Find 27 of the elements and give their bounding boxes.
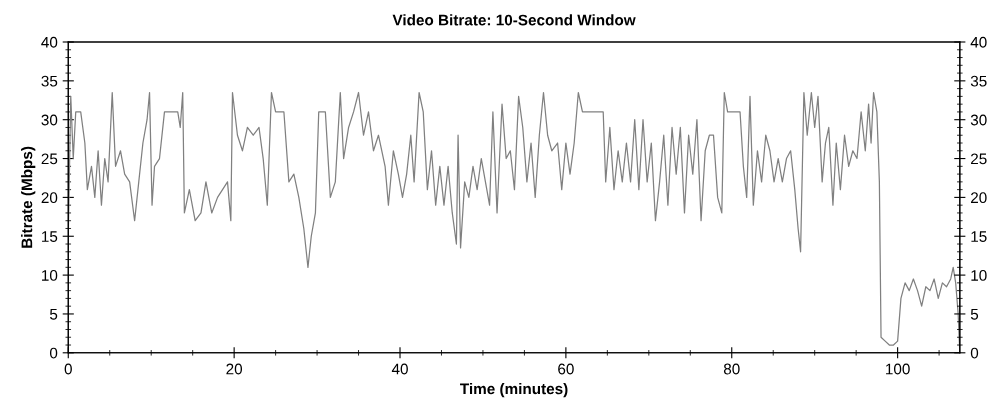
y-tick-label: 5 (49, 308, 58, 320)
y2-tick-label: 40 (970, 36, 987, 48)
y2-tick-label: 5 (970, 308, 979, 320)
y2-tick-label: 35 (970, 75, 987, 87)
y-tick-label: 30 (41, 114, 58, 126)
x-tick-label: 20 (226, 363, 243, 375)
x-tick-label: 100 (886, 363, 910, 375)
y-tick-label: 35 (41, 75, 58, 87)
chart-title: Video Bitrate: 10-Second Window (392, 14, 636, 26)
y-tick-label: 20 (41, 192, 58, 204)
y-tick-label: 10 (42, 269, 58, 281)
y-tick-label: 40 (41, 36, 58, 48)
x-tick-label: 80 (723, 363, 740, 375)
y-tick-label: 0 (49, 347, 58, 359)
y2-tick-label: 20 (971, 192, 987, 204)
x-axis-title: Time (minutes) (460, 383, 568, 398)
y2-tick-label: 30 (970, 114, 987, 126)
y2-tick-label: 0 (970, 347, 979, 359)
y2-tick-label: 15 (971, 231, 987, 242)
x-tick-label: 40 (391, 363, 408, 375)
y2-tick-label: 25 (971, 153, 987, 165)
x-tick-label: 0 (64, 363, 72, 375)
x-tick-label: 60 (558, 363, 574, 375)
y-axis-title: Bitrate (Mbps) (21, 146, 36, 248)
y-tick-label: 25 (41, 153, 58, 165)
y-tick-label: 15 (42, 231, 58, 242)
y2-tick-label: 10 (971, 269, 987, 281)
